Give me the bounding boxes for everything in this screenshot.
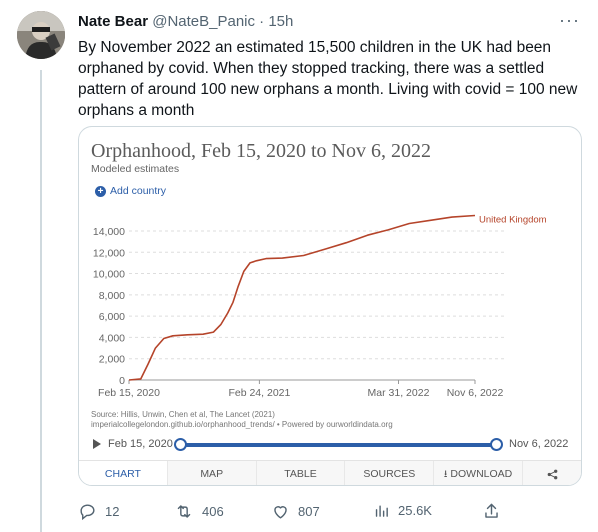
y-tick-label: 10,000 <box>93 269 125 281</box>
timeline-slider[interactable]: Feb 15, 2020 Nov 6, 2022 <box>91 435 571 453</box>
tweet-text: By November 2022 an estimated 15,500 chi… <box>78 37 588 121</box>
play-icon[interactable] <box>93 439 101 449</box>
reply-icon <box>78 502 97 521</box>
x-tick-label: Nov 6, 2022 <box>447 387 504 399</box>
like-count: 807 <box>298 504 320 519</box>
y-tick-label: 8,000 <box>99 290 125 302</box>
share-icon <box>482 502 501 521</box>
y-tick-label: 4,000 <box>99 332 125 344</box>
x-tick-label: Mar 31, 2022 <box>368 387 430 399</box>
tweet-actions: 12 406 807 25.6K <box>78 500 588 524</box>
chart-card[interactable]: Orphanhood, Feb 15, 2020 to Nov 6, 2022 … <box>78 126 582 486</box>
share-icon <box>547 469 558 480</box>
retweet-count: 406 <box>202 504 224 519</box>
thread-line <box>40 70 42 532</box>
chart-subtitle: Modeled estimates <box>91 163 179 175</box>
separator-dot: · <box>259 13 264 30</box>
add-country-label: Add country <box>110 185 166 197</box>
y-tick-label: 12,000 <box>93 247 125 259</box>
tab-table-label: TABLE <box>284 468 316 480</box>
retweet-icon <box>174 502 194 521</box>
share-tweet-button[interactable] <box>482 502 501 521</box>
retweet-button[interactable]: 406 <box>174 502 224 521</box>
add-country-button[interactable]: + Add country <box>95 185 166 197</box>
like-button[interactable]: 807 <box>271 502 320 521</box>
y-tick-label: 14,000 <box>93 226 125 238</box>
more-horizontal-icon[interactable]: ··· <box>559 12 580 28</box>
source-line-1: Source: Hillis, Unwin, Chen et al, The L… <box>91 410 393 420</box>
line-chart: 0 2,000 4,000 6,000 8,000 10,000 12,000 14,000 F… <box>79 207 582 407</box>
tab-download[interactable]: ⭳ DOWNLOAD <box>434 461 523 486</box>
timeline-start-handle[interactable] <box>174 438 187 451</box>
tweet-header: Nate Bear @NateB_Panic · 15h <box>78 12 293 32</box>
views-button[interactable]: 25.6K <box>373 502 432 519</box>
tab-sources[interactable]: SOURCES <box>345 461 434 486</box>
y-tick-label: 0 <box>119 375 125 387</box>
author-name[interactable]: Nate Bear <box>78 13 148 30</box>
source-line-2[interactable]: imperialcollegelondon.github.io/orphanho… <box>91 420 393 430</box>
reply-button[interactable]: 12 <box>78 502 119 521</box>
timeline-track[interactable] <box>180 443 496 447</box>
series-line <box>129 216 475 381</box>
views-count: 25.6K <box>398 503 432 518</box>
tab-download-label: DOWNLOAD <box>450 468 512 480</box>
chart-title: Orphanhood, Feb 15, 2020 to Nov 6, 2022 <box>91 140 431 163</box>
avatar[interactable] <box>17 11 65 59</box>
plus-circle-icon: + <box>95 186 106 197</box>
download-icon: ⭳ <box>444 462 448 486</box>
views-icon <box>373 502 390 519</box>
tab-map-label: MAP <box>200 468 223 480</box>
chart-tabs: CHART MAP TABLE SOURCES ⭳ DOWNLOAD <box>79 460 582 486</box>
timeline-start-label: Feb 15, 2020 <box>108 438 173 450</box>
series-label: United Kingdom <box>479 215 547 226</box>
timeline-end-label: Nov 6, 2022 <box>509 438 568 450</box>
tab-map[interactable]: MAP <box>168 461 257 486</box>
x-tick-label: Feb 24, 2021 <box>228 387 290 399</box>
y-tick-label: 2,000 <box>99 354 125 366</box>
tweet-timestamp[interactable]: 15h <box>268 13 293 30</box>
tab-sources-label: SOURCES <box>363 468 415 480</box>
tab-chart[interactable]: CHART <box>79 461 168 486</box>
tab-table[interactable]: TABLE <box>257 461 346 486</box>
author-handle[interactable]: @NateB_Panic <box>152 13 255 30</box>
y-tick-label: 6,000 <box>99 311 125 323</box>
x-tick-label: Feb 15, 2020 <box>98 387 160 399</box>
source-note: Source: Hillis, Unwin, Chen et al, The L… <box>91 410 393 430</box>
share-chart-button[interactable] <box>523 461 582 486</box>
like-icon <box>271 502 290 521</box>
tab-chart-label: CHART <box>105 468 141 480</box>
reply-count: 12 <box>105 504 119 519</box>
timeline-end-handle[interactable] <box>490 438 503 451</box>
